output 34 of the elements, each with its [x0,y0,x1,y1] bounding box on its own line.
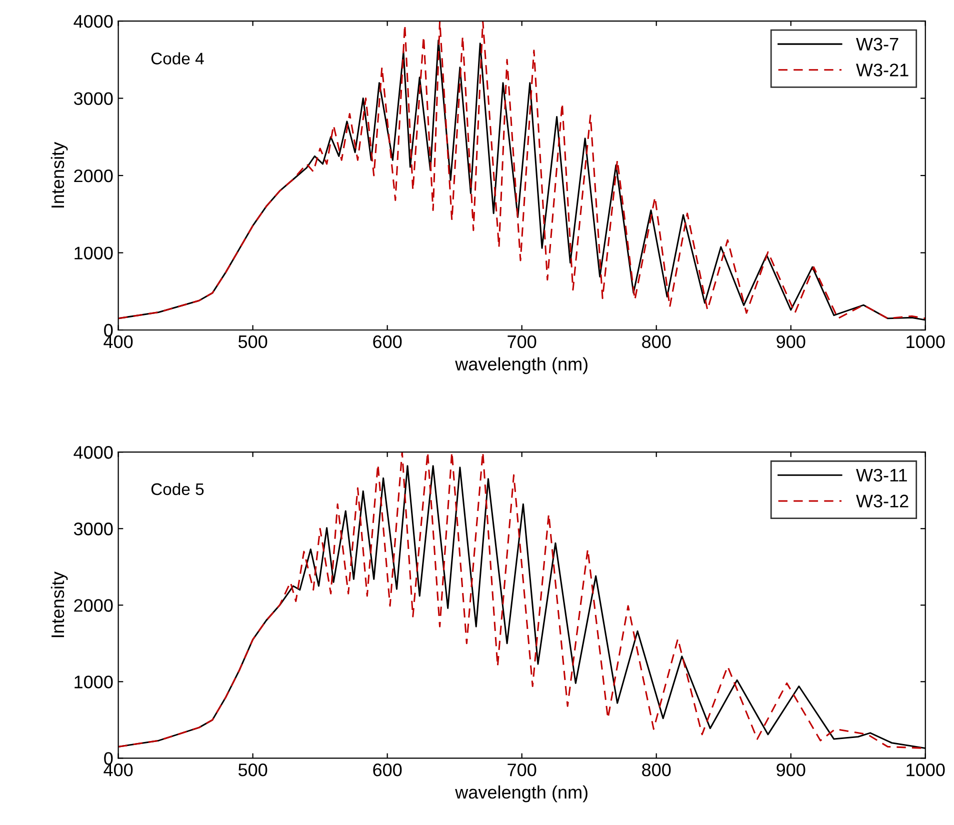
x-tick-label: 900 [776,764,806,776]
x-tick-label: 600 [373,335,402,348]
y-tick-label: 4000 [74,14,113,28]
x-tick-label: 500 [238,764,268,776]
x-tick-label: 600 [373,764,402,776]
legend-label: W3-7 [856,38,898,51]
legend-label: W3-21 [856,64,908,76]
x-tick-label: 700 [508,764,536,776]
x-tick-label: 400 [104,335,133,348]
y-tick-label: 2000 [74,169,113,182]
x-tick-label: 500 [238,335,268,348]
y-tick-label: 1000 [74,676,113,688]
x-tick-label: 900 [776,335,806,348]
x-tick-label: 700 [508,335,536,348]
y-tick-label: 3000 [74,522,113,536]
y-axis-title: Intensity [50,572,68,638]
y-tick-label: 0 [104,324,113,337]
annotation: Code 4 [151,52,204,64]
y-tick-label: 4000 [74,446,113,459]
x-tick-label: 1000 [906,335,945,348]
x-tick-label: 800 [642,764,671,776]
y-tick-label: 3000 [74,92,113,105]
annotation: Code 5 [151,482,204,496]
x-tick-label: 400 [104,764,133,776]
y-tick-label: 1000 [74,246,113,260]
x-tick-label: 800 [642,335,671,348]
y-tick-label: 2000 [74,599,113,612]
x-tick-label: 1000 [906,764,945,776]
y-tick-label: 0 [104,752,113,765]
legend-label: W3-11 [856,468,907,482]
x-axis-title: wavelength (nm) [455,357,588,374]
x-axis-title: wavelength (nm) [455,785,588,802]
y-axis-title: Intensity [50,142,68,208]
legend-label: W3-12 [856,494,908,508]
